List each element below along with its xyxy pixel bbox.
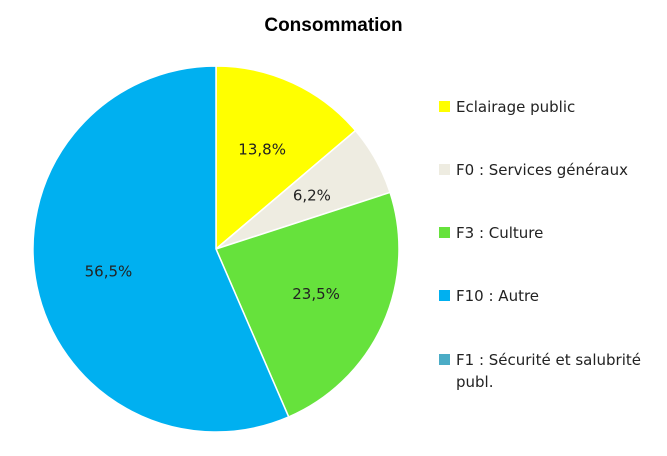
legend-label: F0 : Services généraux <box>456 161 629 179</box>
legend-label: F3 : Culture <box>456 224 544 242</box>
legend-item-autre: F10 : Autre <box>439 285 661 307</box>
pie-slice-0 <box>215 65 357 250</box>
legend-swatch <box>439 101 450 112</box>
legend-item-securite-salubrite: F1 : Sécurité et salubrité publ. <box>439 349 661 393</box>
legend-swatch <box>439 227 450 238</box>
legend-label: F1 : Sécurité et salubrité publ. <box>456 351 642 391</box>
legend-item-eclairage-public: Eclairage public <box>439 96 661 118</box>
pie-data-labels: 13,8% 6,2% 23,5% 56,5% <box>85 140 340 303</box>
legend-label: Eclairage public <box>456 98 576 116</box>
legend-swatch <box>439 354 450 365</box>
pie-slice-3 <box>32 65 290 433</box>
legend-label: F10 : Autre <box>456 287 540 305</box>
pie-slice-2 <box>215 191 400 418</box>
chart-title: Consommation <box>264 15 403 36</box>
pie-slices <box>32 65 400 433</box>
pie-data-label: 13,8% <box>238 140 286 158</box>
pie-data-label: 56,5% <box>85 262 133 280</box>
legend-swatch <box>439 164 450 175</box>
pie-data-label: 6,2% <box>293 186 331 204</box>
legend-item-services-generaux: F0 : Services généraux <box>439 159 661 181</box>
pie-data-label: 23,5% <box>292 285 340 303</box>
legend-swatch <box>439 290 450 301</box>
legend-item-culture: F3 : Culture <box>439 222 661 244</box>
